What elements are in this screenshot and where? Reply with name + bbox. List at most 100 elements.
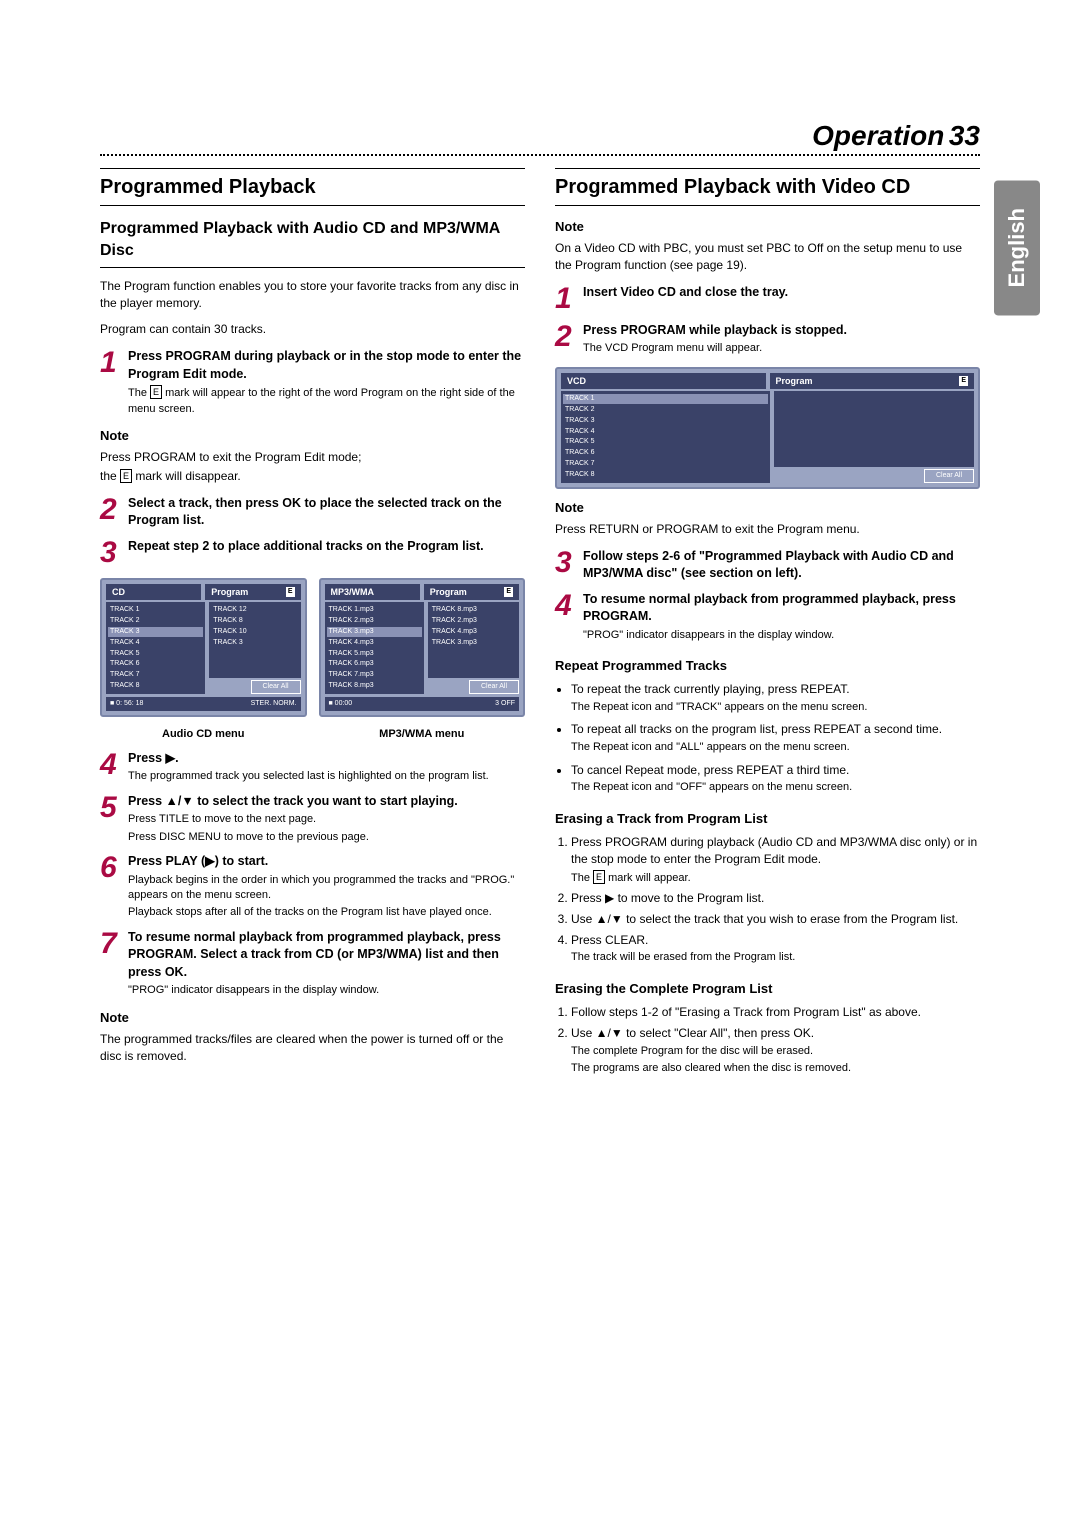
r-note2-title: Note xyxy=(555,499,980,517)
language-tab: English xyxy=(994,180,1040,315)
e-mark-icon: E xyxy=(120,469,132,483)
right-section-title: Programmed Playback with Video CD xyxy=(555,168,980,206)
vcd-menu-wrap: VCD Program E TRACK 1 TRACK 2 TRACK 3 TRA… xyxy=(555,367,980,489)
mp3-program-list: TRACK 8.mp3 TRACK 2.mp3 TRACK 4.mp3 TRAC… xyxy=(428,602,519,678)
step-1-desc: The E mark will appear to the right of t… xyxy=(128,385,525,417)
r-step-2: 2 Press PROGRAM while playback is stoppe… xyxy=(555,322,980,357)
step-1: 1 Press PROGRAM during playback or in th… xyxy=(100,348,525,417)
repeat-bullets: To repeat the track currently playing, p… xyxy=(571,681,980,796)
clear-all-button: Clear All xyxy=(469,680,519,694)
note-1-line2: the E mark will disappear. xyxy=(100,468,525,485)
erase2-list: Follow steps 1-2 of "Erasing a Track fro… xyxy=(571,1004,980,1076)
step-5-title: Press ▲/▼ to select the track you want t… xyxy=(128,793,525,811)
mp3-header-right: Program xyxy=(430,586,467,599)
step-number-icon: 6 xyxy=(100,853,122,921)
note-1-title: Note xyxy=(100,427,525,445)
step-5: 5 Press ▲/▼ to select the track you want… xyxy=(100,793,525,845)
left-column: Programmed Playback Programmed Playback … xyxy=(100,164,525,1080)
vcd-menu-illustration: VCD Program E TRACK 1 TRACK 2 TRACK 3 TRA… xyxy=(555,367,980,489)
step-6-desc1: Playback begins in the order in which yo… xyxy=(128,873,525,904)
note-1-line1: Press PROGRAM to exit the Program Edit m… xyxy=(100,449,525,466)
step-number-icon: 4 xyxy=(555,591,577,643)
erase1-s1: Press PROGRAM during playback (Audio CD … xyxy=(571,834,980,886)
step-number-icon: 4 xyxy=(100,750,122,785)
cd-track-list: TRACK 1 TRACK 2 TRACK 3 TRACK 4 TRACK 5 … xyxy=(106,602,205,693)
step-number-icon: 3 xyxy=(555,548,577,583)
intro-1: The Program function enables you to stor… xyxy=(100,278,525,312)
note-2-title: Note xyxy=(100,1009,525,1027)
e-mark-icon: E xyxy=(593,870,605,884)
erase2-s1: Follow steps 1-2 of "Erasing a Track fro… xyxy=(571,1004,980,1021)
mp3-header-left: MP3/WMA xyxy=(325,584,420,601)
step-2-title: Select a track, then press OK to place t… xyxy=(128,495,525,530)
left-sub-title: Programmed Playback with Audio CD and MP… xyxy=(100,218,525,268)
r-step-2-desc: The VCD Program menu will appear. xyxy=(583,341,980,356)
right-column: Programmed Playback with Video CD Note O… xyxy=(555,164,980,1080)
erase1-s3: Use ▲/▼ to select the track that you wis… xyxy=(571,911,980,928)
repeat-b1: To repeat the track currently playing, p… xyxy=(571,681,980,715)
intro-2: Program can contain 30 tracks. xyxy=(100,321,525,338)
mp3-track-list: TRACK 1.mp3 TRACK 2.mp3 TRACK 3.mp3 TRAC… xyxy=(325,602,424,693)
step-number-icon: 5 xyxy=(100,793,122,845)
step-7-desc: "PROG" indicator disappears in the displ… xyxy=(128,983,525,998)
e-mark-icon: E xyxy=(286,587,295,597)
e-mark-icon: E xyxy=(959,376,968,386)
step-7: 7 To resume normal playback from program… xyxy=(100,929,525,999)
step-4: 4 Press ▶. The programmed track you sele… xyxy=(100,750,525,785)
e-mark-icon: E xyxy=(150,385,162,399)
r-step-3-title: Follow steps 2-6 of "Programmed Playback… xyxy=(583,548,980,583)
step-6-title: Press PLAY (▶) to start. xyxy=(128,853,525,871)
erase1-title: Erasing a Track from Program List xyxy=(555,810,980,828)
step-1-title: Press PROGRAM during playback or in the … xyxy=(128,348,525,383)
cd-menu-illustration: CD ProgramE TRACK 1 TRACK 2 TRACK 3 TRAC… xyxy=(100,578,307,717)
repeat-b3: To cancel Repeat mode, press REPEAT a th… xyxy=(571,762,980,796)
r-step-3: 3 Follow steps 2-6 of "Programmed Playba… xyxy=(555,548,980,583)
r-step-4-title: To resume normal playback from programme… xyxy=(583,591,980,626)
r-note1-title: Note xyxy=(555,218,980,236)
step-5-desc2: Press DISC MENU to move to the previous … xyxy=(128,830,525,845)
r-step-2-title: Press PROGRAM while playback is stopped. xyxy=(583,322,980,340)
erase2-title: Erasing the Complete Program List xyxy=(555,980,980,998)
e-mark-icon: E xyxy=(504,587,513,597)
cd-menu-caption: Audio CD menu xyxy=(100,727,307,742)
repeat-b2: To repeat all tracks on the program list… xyxy=(571,721,980,755)
mp3-menu-caption: MP3/WMA menu xyxy=(319,727,526,742)
cd-header-right: Program xyxy=(211,586,248,599)
step-number-icon: 2 xyxy=(100,495,122,530)
step-6: 6 Press PLAY (▶) to start. Playback begi… xyxy=(100,853,525,921)
vcd-track-list: TRACK 1 TRACK 2 TRACK 3 TRACK 4 TRACK 5 … xyxy=(561,391,770,482)
erase1-s2: Press ▶ to move to the Program list. xyxy=(571,890,980,907)
step-number-icon: 2 xyxy=(555,322,577,357)
step-number-icon: 1 xyxy=(555,284,577,314)
page-header: Operation 33 xyxy=(100,120,980,156)
r-note1-text: On a Video CD with PBC, you must set PBC… xyxy=(555,240,980,274)
step-5-desc1: Press TITLE to move to the next page. xyxy=(128,812,525,827)
r-step-4-desc: "PROG" indicator disappears in the displ… xyxy=(583,628,980,643)
section-name: Operation xyxy=(812,120,944,151)
page-number: 33 xyxy=(949,120,980,151)
clear-all-button: Clear All xyxy=(924,469,974,483)
left-section-title: Programmed Playback xyxy=(100,168,525,206)
note-2-text: The programmed tracks/files are cleared … xyxy=(100,1031,525,1065)
vcd-header-left: VCD xyxy=(561,373,766,390)
erase1-list: Press PROGRAM during playback (Audio CD … xyxy=(571,834,980,966)
step-2: 2 Select a track, then press OK to place… xyxy=(100,495,525,530)
vcd-program-list xyxy=(774,391,975,467)
menu-illustrations: CD ProgramE TRACK 1 TRACK 2 TRACK 3 TRAC… xyxy=(100,578,525,717)
content-columns: Programmed Playback Programmed Playback … xyxy=(100,164,980,1080)
step-number-icon: 3 xyxy=(100,538,122,568)
step-number-icon: 1 xyxy=(100,348,122,417)
cd-program-list: TRACK 12 TRACK 8 TRACK 10 TRACK 3 xyxy=(209,602,300,678)
step-number-icon: 7 xyxy=(100,929,122,999)
mp3-menu-illustration: MP3/WMA Program E TRACK 1.mp3 TRACK 2.mp3… xyxy=(319,578,526,717)
step-4-title: Press ▶. xyxy=(128,750,525,768)
r-step-1: 1 Insert Video CD and close the tray. xyxy=(555,284,980,314)
vcd-header-right: Program xyxy=(776,375,813,388)
r-step-1-title: Insert Video CD and close the tray. xyxy=(583,284,980,302)
step-6-desc2: Playback stops after all of the tracks o… xyxy=(128,905,525,920)
erase1-s4: Press CLEAR. The track will be erased fr… xyxy=(571,932,980,966)
step-7-title: To resume normal playback from programme… xyxy=(128,929,525,982)
step-3-title: Repeat step 2 to place additional tracks… xyxy=(128,538,525,556)
step-3: 3 Repeat step 2 to place additional trac… xyxy=(100,538,525,568)
r-note2-text: Press RETURN or PROGRAM to exit the Prog… xyxy=(555,521,980,538)
